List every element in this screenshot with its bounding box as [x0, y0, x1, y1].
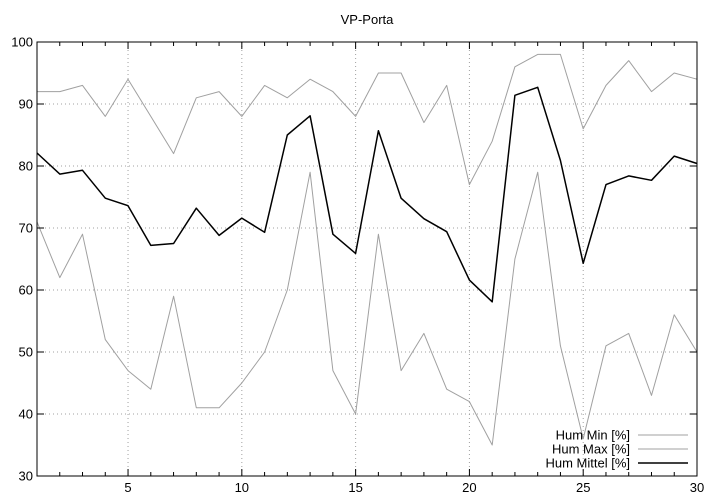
y-tick-label: 40	[19, 407, 33, 422]
x-tick-label: 10	[235, 480, 249, 495]
series-line-0	[36, 171, 698, 446]
x-tick-label: 5	[124, 480, 131, 495]
series-line-1	[37, 53, 698, 186]
legend-label-2: Hum Mittel [%]	[545, 456, 630, 471]
series-lines	[36, 53, 698, 446]
x-tick-label: 30	[690, 480, 704, 495]
y-tick-label: 80	[19, 159, 33, 174]
legend-label-0: Hum Min [%]	[556, 428, 630, 443]
plot-frame	[36, 41, 698, 477]
axis-ticks	[36, 41, 698, 477]
grid	[37, 42, 697, 476]
y-tick-label: 70	[19, 221, 33, 236]
x-tick-label: 25	[576, 480, 590, 495]
y-tick-label: 100	[11, 35, 33, 50]
y-tick-label: 60	[19, 283, 33, 298]
y-tick-label: 30	[19, 469, 33, 484]
x-tick-label: 15	[348, 480, 362, 495]
chart-title: VP-Porta	[341, 12, 395, 27]
y-tick-label: 50	[19, 345, 33, 360]
legend: Hum Min [%]Hum Max [%]Hum Mittel [%]	[545, 428, 688, 471]
y-tick-label: 90	[19, 97, 33, 112]
tick-labels: 30 40 50 60 70 80 90 100 5 10 15 20 25 30	[11, 35, 704, 496]
legend-label-1: Hum Max [%]	[552, 442, 630, 457]
x-tick-label: 20	[462, 480, 476, 495]
series-line-2	[36, 86, 698, 303]
